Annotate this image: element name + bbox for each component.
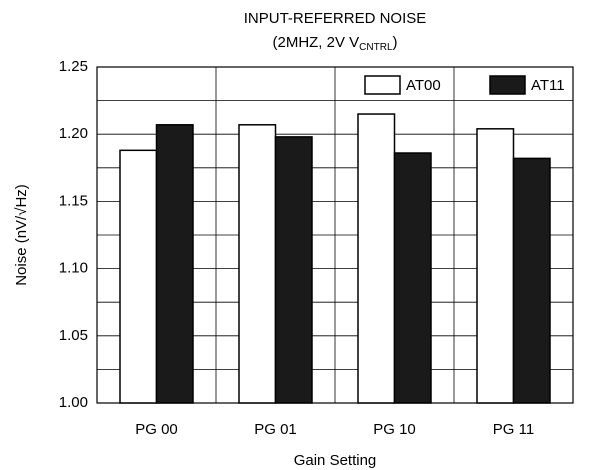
x-axis-title: Gain Setting	[294, 452, 377, 469]
bar	[512, 157, 551, 404]
plot-frame	[96, 66, 574, 404]
bar	[476, 128, 515, 404]
subtitle-subscript: CNTRL	[359, 42, 393, 53]
y-tick-label: 1.25	[59, 58, 88, 75]
subtitle-part: )	[393, 34, 398, 51]
bar	[119, 149, 158, 404]
bar	[393, 152, 432, 404]
legend-swatch	[489, 75, 526, 95]
bar	[357, 113, 396, 404]
chart-title: INPUT-REFERRED NOISE	[244, 10, 427, 27]
x-tick-label: PG 00	[135, 421, 178, 438]
y-tick-label: 1.05	[59, 327, 88, 344]
bar	[238, 124, 277, 404]
x-tick-label: PG 10	[373, 421, 416, 438]
subtitle-part: (2MHZ, 2V V	[272, 34, 359, 51]
bar	[274, 136, 313, 404]
legend-swatch	[364, 75, 401, 95]
x-tick-label: PG 01	[254, 421, 297, 438]
legend-label: AT00	[406, 77, 441, 94]
y-tick-label: 1.15	[59, 192, 88, 209]
y-tick-label: 1.10	[59, 260, 88, 277]
x-tick-label: PG 11	[493, 421, 534, 438]
chart-subtitle: (2MHZ, 2V VCNTRL)	[272, 34, 397, 53]
y-tick-label: 1.00	[59, 394, 88, 411]
bar	[155, 124, 194, 404]
legend-label: AT11	[531, 77, 565, 94]
y-tick-label: 1.20	[59, 125, 88, 142]
y-axis-title: Noise (nV/√Hz)	[13, 184, 30, 286]
